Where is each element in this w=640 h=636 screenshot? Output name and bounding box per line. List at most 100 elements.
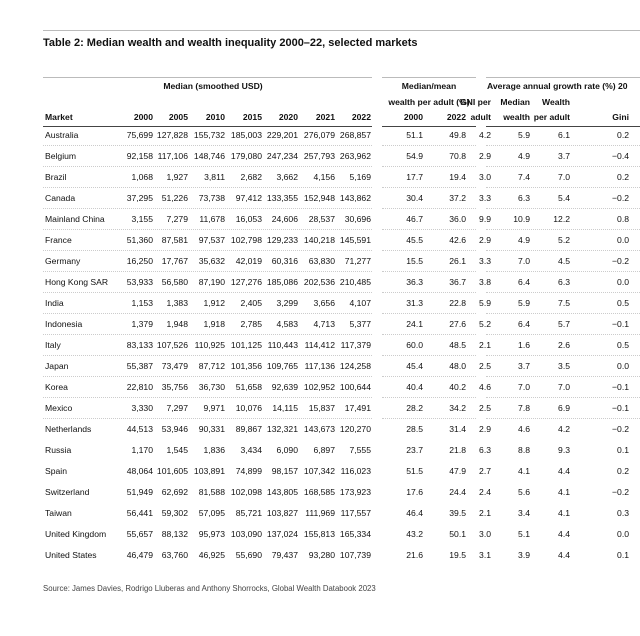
- row-divider: [43, 334, 372, 335]
- row-divider: [486, 250, 640, 251]
- table-cell: 3,434: [240, 445, 262, 455]
- table-cell: 3.8: [479, 277, 491, 287]
- table-cell: 63,830: [308, 256, 335, 266]
- row-label: Russia: [45, 445, 72, 455]
- table-cell: 5,169: [349, 172, 371, 182]
- row-label: Canada: [45, 193, 76, 203]
- table-cell: 27.6: [449, 319, 466, 329]
- table-cell: 0.2: [617, 466, 629, 476]
- row-label: India: [45, 298, 64, 308]
- table-cell: 36.7: [449, 277, 466, 287]
- column-header: Gini: [612, 112, 629, 122]
- table-cell: 51.5: [406, 466, 423, 476]
- table-cell: 5.4: [558, 193, 570, 203]
- row-label: Japan: [45, 361, 69, 371]
- table-cell: 51,658: [235, 382, 262, 392]
- row-divider: [382, 208, 476, 209]
- table-cell: 3,155: [131, 214, 153, 224]
- table-cell: 140,218: [303, 235, 335, 245]
- table-cell: 117,379: [340, 340, 371, 350]
- table-cell: 42,019: [235, 256, 262, 266]
- table-cell: 73,479: [161, 361, 188, 371]
- table-cell: 0.0: [617, 235, 629, 245]
- table-cell: 5.9: [518, 130, 530, 140]
- table-cell: 173,923: [339, 487, 371, 497]
- table-cell: 103,827: [266, 508, 298, 518]
- table-cell: 1,545: [166, 445, 188, 455]
- table-cell: 55,690: [235, 550, 262, 560]
- table-cell: 98,157: [271, 466, 298, 476]
- table-cell: 133,355: [266, 193, 298, 203]
- table-cell: 4,107: [349, 298, 371, 308]
- table-cell: 4.4: [558, 550, 570, 560]
- column-header: 2000: [403, 112, 423, 122]
- table-cell: 3.4: [518, 508, 530, 518]
- table-cell: 46.4: [406, 508, 423, 518]
- table-cell: 92,639: [271, 382, 298, 392]
- row-label: Germany: [45, 256, 81, 266]
- row-label: Taiwan: [45, 508, 72, 518]
- table-cell: 42.6: [449, 235, 466, 245]
- row-divider: [43, 313, 372, 314]
- table-cell: 3.7: [518, 361, 530, 371]
- row-label: Spain: [45, 466, 67, 476]
- row-label: Switzerland: [45, 487, 90, 497]
- table-cell: 2.4: [479, 487, 491, 497]
- table-cell: 36,730: [198, 382, 225, 392]
- table-cell: 85,721: [235, 508, 262, 518]
- column-header: 2015: [242, 112, 262, 122]
- table-cell: −0.2: [612, 424, 629, 434]
- table-cell: 107,342: [303, 466, 335, 476]
- top-rule: [43, 30, 640, 31]
- table-cell: 179,080: [230, 151, 262, 161]
- table-cell: 202,536: [303, 277, 335, 287]
- row-label: France: [45, 235, 72, 245]
- row-label: Australia: [45, 130, 79, 140]
- table-cell: 53,946: [161, 424, 188, 434]
- table-cell: 10.9: [513, 214, 530, 224]
- table-cell: 2.9: [479, 424, 491, 434]
- table-cell: 2.5: [479, 361, 491, 371]
- table-cell: 31.4: [449, 424, 466, 434]
- table-cell: 7.0: [558, 382, 570, 392]
- table-cell: 56,441: [126, 508, 153, 518]
- table-cell: 4.1: [558, 508, 570, 518]
- row-divider: [382, 418, 476, 419]
- group-header: Average annual growth rate (%) 20: [487, 81, 628, 91]
- table-cell: 88,132: [161, 529, 188, 539]
- table-cell: 2.5: [479, 403, 491, 413]
- row-divider: [382, 397, 476, 398]
- table-cell: 47.9: [449, 466, 466, 476]
- table-cell: 5.1: [518, 529, 530, 539]
- table-cell: 40.2: [449, 382, 466, 392]
- table-cell: 43.2: [406, 529, 423, 539]
- row-divider: [382, 229, 476, 230]
- table-cell: 5,377: [349, 319, 371, 329]
- table-cell: 24.4: [449, 487, 466, 497]
- table-cell: 145,591: [339, 235, 371, 245]
- table-cell: 15,837: [308, 403, 335, 413]
- table-cell: 6.3: [558, 277, 570, 287]
- header-rule: [486, 126, 640, 127]
- table-cell: 6.9: [558, 403, 570, 413]
- table-cell: 2.9: [479, 151, 491, 161]
- table-cell: 51,226: [161, 193, 188, 203]
- table-cell: 50.1: [449, 529, 466, 539]
- table-cell: 127,276: [230, 277, 262, 287]
- table-cell: 22,810: [126, 382, 153, 392]
- table-cell: 0.5: [617, 340, 629, 350]
- row-divider: [382, 376, 476, 377]
- row-label: Brazil: [45, 172, 67, 182]
- table-title: Table 2: Median wealth and wealth inequa…: [43, 37, 418, 49]
- row-divider: [43, 397, 372, 398]
- table-cell: 26.1: [449, 256, 466, 266]
- table-cell: 110,925: [194, 340, 225, 350]
- table-cell: 51,360: [126, 235, 153, 245]
- table-cell: 124,258: [339, 361, 371, 371]
- column-header: 2010: [205, 112, 225, 122]
- table-cell: 165,334: [339, 529, 371, 539]
- row-divider: [43, 418, 372, 419]
- table-cell: 2,785: [240, 319, 262, 329]
- table-cell: 6.4: [518, 319, 530, 329]
- table-cell: 7.0: [558, 172, 570, 182]
